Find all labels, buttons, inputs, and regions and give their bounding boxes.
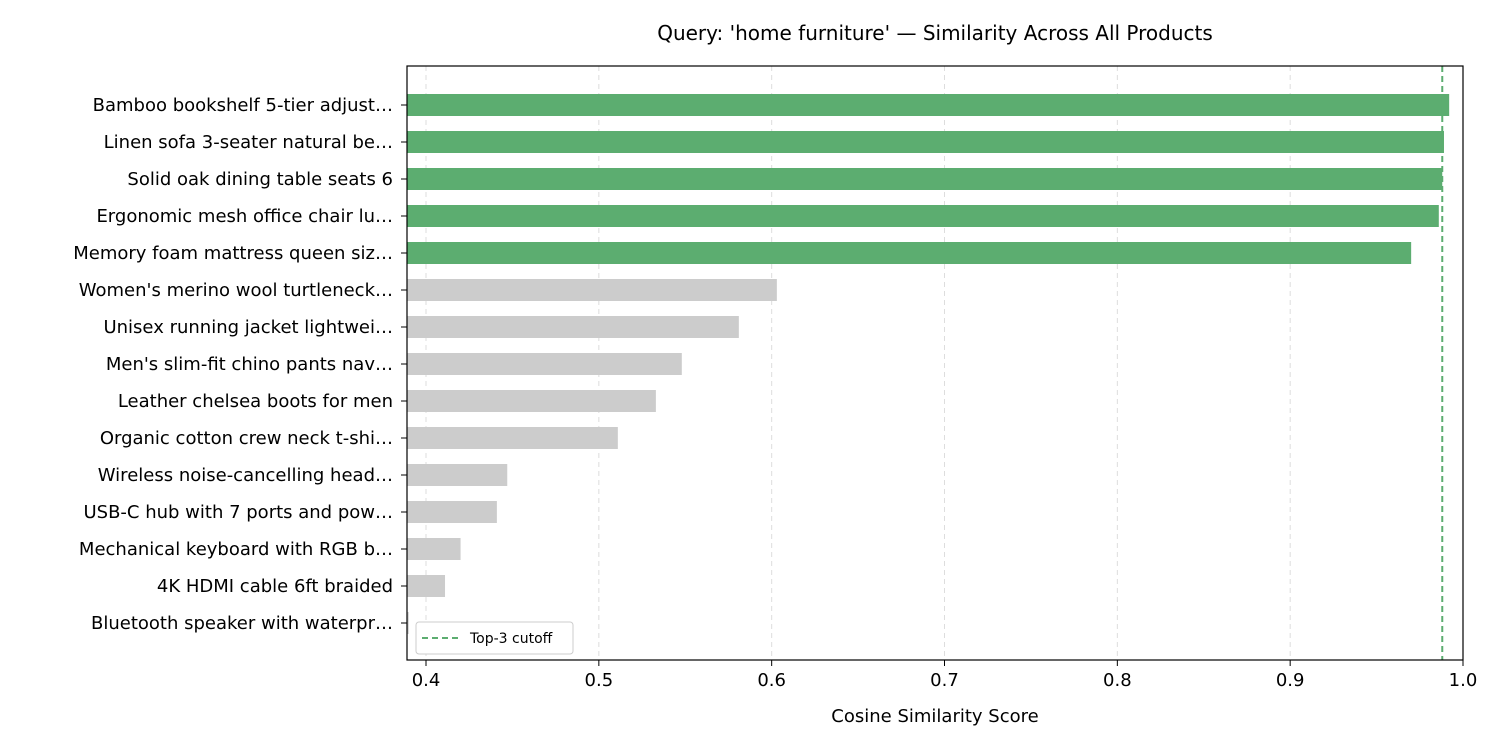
- x-tick-label: 0.6: [757, 670, 786, 691]
- y-tick-label: Unisex running jacket lightwei…: [103, 317, 393, 338]
- y-tick-label: Mechanical keyboard with RGB b…: [79, 539, 393, 560]
- y-tick-label: 4K HDMI cable 6ft braided: [157, 576, 393, 597]
- x-tick-label: 0.4: [412, 670, 441, 691]
- x-tick-label: 0.8: [1103, 670, 1132, 691]
- y-tick-label: Leather chelsea boots for men: [118, 391, 393, 412]
- bar: [407, 131, 1444, 153]
- y-tick-label: Women's merino wool turtleneck…: [79, 280, 393, 301]
- bar: [407, 538, 461, 560]
- x-axis-label: Cosine Similarity Score: [831, 706, 1038, 727]
- bar: [407, 168, 1443, 190]
- bar: [407, 353, 682, 375]
- legend-cutoff-label: Top-3 cutoff: [469, 631, 553, 647]
- bar: [407, 279, 777, 301]
- y-tick-label: USB-C hub with 7 ports and pow…: [83, 502, 393, 523]
- bar: [407, 205, 1439, 227]
- y-tick-label: Bluetooth speaker with waterpr…: [91, 613, 393, 634]
- bar: [407, 390, 656, 412]
- bar: [407, 427, 618, 449]
- bar: [407, 94, 1450, 116]
- chart-title: Query: 'home furniture' — Similarity Acr…: [657, 21, 1213, 45]
- y-tick-label: Ergonomic mesh office chair lu…: [96, 206, 393, 227]
- bar: [407, 316, 739, 338]
- x-tick-label: 0.5: [585, 670, 614, 691]
- y-tick-label: Solid oak dining table seats 6: [127, 169, 393, 190]
- x-tick-label: 1.0: [1449, 670, 1478, 691]
- y-tick-label: Men's slim-fit chino pants nav…: [106, 354, 393, 375]
- bar: [407, 612, 409, 634]
- y-axis: Bamboo bookshelf 5-tier adjust… Linen sof…: [73, 95, 407, 634]
- bar: [407, 242, 1412, 264]
- x-axis: 0.4 0.5 0.6 0.7 0.8 0.9 1.0: [412, 660, 1478, 691]
- x-tick-label: 0.7: [930, 670, 959, 691]
- y-tick-label: Memory foam mattress queen siz…: [73, 243, 393, 264]
- bars: [407, 94, 1450, 634]
- y-tick-label: Organic cotton crew neck t-shi…: [100, 428, 393, 449]
- y-tick-label: Bamboo bookshelf 5-tier adjust…: [93, 95, 393, 116]
- bar: [407, 501, 497, 523]
- legend-box: [415, 621, 574, 655]
- bar: [407, 464, 508, 486]
- y-tick-label: Linen sofa 3-seater natural be…: [104, 132, 393, 153]
- plot-frame: [406, 65, 1464, 661]
- legend: Top-3 cutoff: [415, 621, 574, 655]
- x-tick-label: 0.9: [1276, 670, 1305, 691]
- bar: [407, 575, 446, 597]
- y-tick-label: Wireless noise-cancelling head…: [98, 465, 393, 486]
